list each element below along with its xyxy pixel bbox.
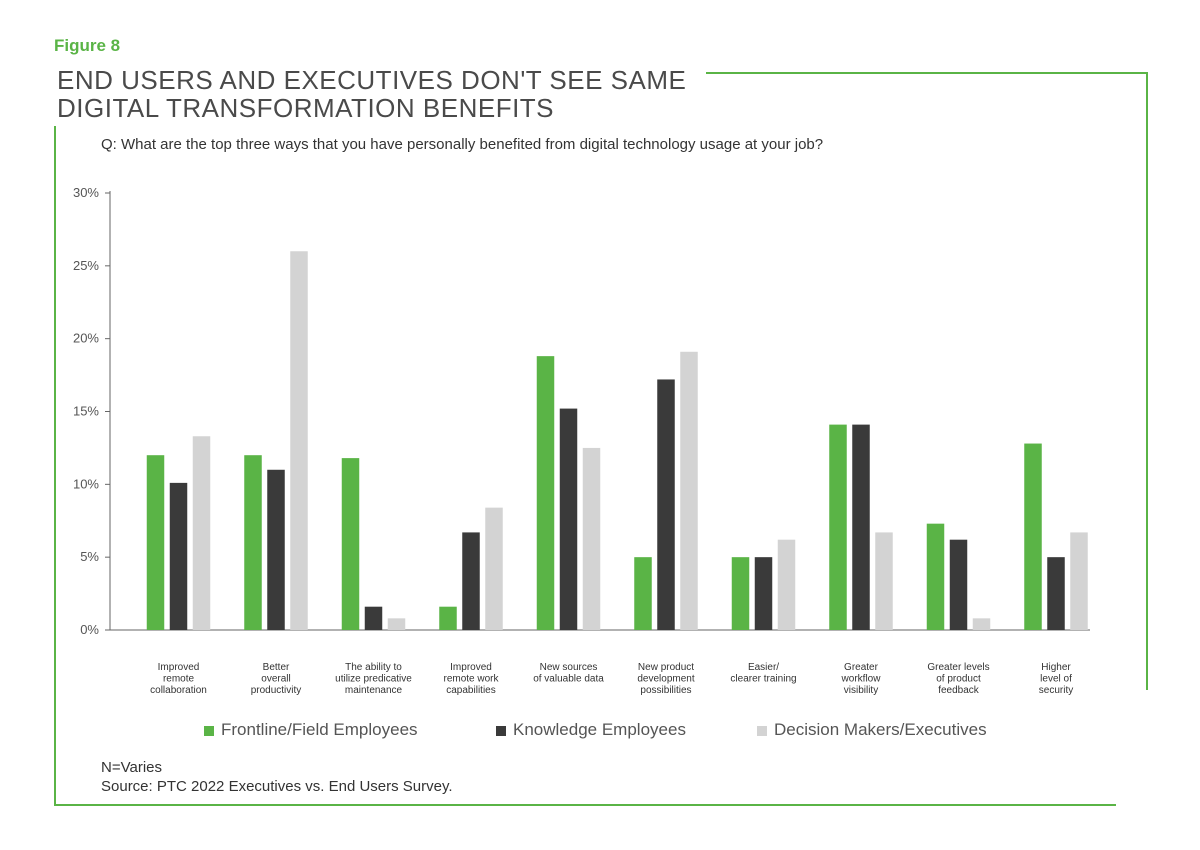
bar — [536, 356, 555, 630]
frame-right-border — [1146, 72, 1148, 690]
bar — [875, 532, 893, 630]
bar — [1024, 443, 1042, 630]
category-label: Higher — [1041, 662, 1071, 673]
category-label: productivity — [251, 685, 302, 696]
sample-size-note: N=Varies — [101, 759, 162, 776]
bar — [829, 424, 847, 630]
bar — [439, 606, 457, 630]
category-label: of product — [936, 674, 981, 685]
bar — [485, 507, 503, 630]
bar — [754, 557, 773, 630]
bar — [657, 379, 675, 630]
bar — [582, 447, 601, 630]
y-tick-label: 10% — [73, 476, 99, 491]
bar — [341, 458, 360, 630]
figure-label: Figure 8 — [54, 36, 121, 55]
category-label: The ability to — [345, 662, 402, 673]
bar — [462, 532, 480, 630]
bar — [146, 455, 165, 630]
legend-swatch-executives — [757, 726, 767, 736]
category-label: remote — [163, 674, 195, 685]
category-label: maintenance — [345, 685, 403, 696]
title-line-2: DIGITAL TRANSFORMATION BENEFITS — [57, 93, 555, 123]
category-label: Improved — [158, 662, 200, 673]
title-line-1: END USERS AND EXECUTIVES DON'T SEE SAME — [57, 65, 687, 95]
frame-top-border — [706, 72, 1148, 74]
legend-swatch-knowledge — [496, 726, 506, 736]
category-label: visibility — [844, 685, 878, 696]
bar — [731, 557, 750, 630]
category-label: collaboration — [150, 685, 207, 696]
y-tick-label: 0% — [80, 622, 99, 637]
category-label: Greater levels — [927, 662, 989, 673]
bar — [244, 455, 262, 630]
bar — [972, 618, 991, 630]
category-label: security — [1039, 685, 1073, 696]
y-tick-label: 25% — [73, 258, 99, 273]
bar — [680, 351, 698, 630]
bar — [290, 251, 308, 630]
chart-title: END USERS AND EXECUTIVES DON'T SEE SAME … — [57, 66, 697, 122]
bar — [387, 618, 406, 630]
category-label: clearer training — [730, 674, 796, 685]
y-tick-label: 5% — [80, 549, 99, 564]
bar — [192, 436, 211, 630]
category-label: New product — [638, 662, 694, 673]
bar — [926, 523, 945, 630]
category-label: utilize predicative — [335, 674, 412, 685]
bar — [559, 408, 578, 630]
category-label: level of — [1040, 674, 1072, 685]
bar — [169, 482, 188, 630]
category-label: feedback — [938, 685, 980, 696]
category-label: of valuable data — [533, 674, 604, 685]
bar — [777, 539, 796, 630]
y-tick-label: 15% — [73, 404, 99, 419]
y-tick-label: 20% — [73, 331, 99, 346]
legend-label-frontline: Frontline/Field Employees — [221, 720, 418, 739]
bar — [634, 557, 652, 630]
category-label: possibilities — [640, 685, 691, 696]
category-label: Better — [263, 662, 290, 673]
category-label: Easier/ — [748, 662, 779, 673]
bar — [852, 424, 870, 630]
frame-bottom-border — [54, 804, 1116, 806]
y-tick-label: 30% — [73, 185, 99, 200]
frame-left-border — [54, 126, 56, 806]
legend: Frontline/Field Employees Knowledge Empl… — [200, 720, 1020, 742]
bar — [364, 606, 383, 630]
legend-label-knowledge: Knowledge Employees — [513, 720, 686, 739]
category-label: Greater — [844, 662, 879, 673]
category-label: development — [637, 674, 694, 685]
category-label: remote work — [443, 674, 499, 685]
bar — [1070, 532, 1088, 630]
legend-swatch-frontline — [204, 726, 214, 736]
category-label: New sources — [540, 662, 598, 673]
source-citation: Source: PTC 2022 Executives vs. End User… — [101, 778, 453, 795]
category-label: Improved — [450, 662, 492, 673]
source-note: N=Varies Source: PTC 2022 Executives vs.… — [101, 758, 453, 796]
bar — [1047, 557, 1065, 630]
survey-question: Q: What are the top three ways that you … — [101, 136, 824, 153]
legend-label-executives: Decision Makers/Executives — [774, 720, 987, 739]
category-label: workflow — [841, 674, 882, 685]
category-label: capabilities — [446, 685, 495, 696]
bar — [949, 539, 968, 630]
bar — [267, 469, 285, 630]
category-label: overall — [261, 674, 290, 685]
